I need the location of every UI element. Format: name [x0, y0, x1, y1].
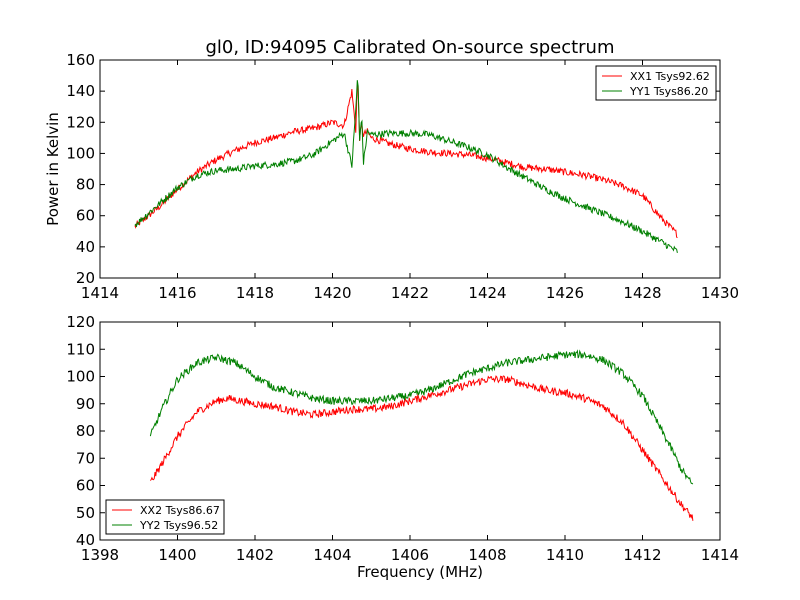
legend-box	[105, 499, 225, 535]
x-tick-label: 1404	[313, 546, 351, 564]
x-tick-label: 1424	[468, 284, 506, 302]
legend-entry-1: XX1 Tsys92.62	[630, 70, 710, 83]
y-tick-label: 110	[66, 340, 95, 358]
figure-title: gl0, ID:94095 Calibrated On-source spect…	[205, 37, 614, 58]
legend-entry-1: XX2 Tsys86.67	[140, 504, 220, 517]
top-spectrum-plot: 1414 1416 1418 1420 1422 1424 1426 1428 1430 20 40…	[44, 51, 739, 302]
x-tick-label: 1402	[236, 546, 274, 564]
x-tick-label: 1418	[236, 284, 274, 302]
y-tick-label: 40	[76, 531, 95, 549]
x-tick-label: 1414	[81, 284, 119, 302]
legend-entry-2: YY2 Tsys96.52	[139, 519, 218, 532]
x-tick-label: 1430	[701, 284, 739, 302]
y-tick-label: 60	[76, 477, 95, 495]
series-line-2	[149, 349, 694, 485]
y-tick-label: 120	[66, 313, 95, 331]
x-axis-label: Frequency (MHz)	[357, 563, 483, 581]
x-tick-label: 1426	[546, 284, 584, 302]
x-tick-label: 1406	[391, 546, 429, 564]
bottom-spectrum-plot: 1398 1400 1402 1404 1406 1408 1410 1412 1414 40 50…	[66, 313, 739, 581]
x-tick-label: 1414	[701, 546, 739, 564]
y-tick-label: 120	[66, 113, 95, 131]
x-tick-label: 1420	[313, 284, 351, 302]
series-line-2	[134, 80, 678, 254]
x-tick-label: 1428	[623, 284, 661, 302]
x-tick-label: 1408	[468, 546, 506, 564]
legend-box	[595, 65, 717, 101]
y-tick-label: 80	[76, 176, 95, 194]
x-tick-label: 1400	[158, 546, 196, 564]
y-tick-label: 70	[76, 449, 95, 467]
y-tick-label: 160	[66, 51, 95, 69]
legend: XX2 Tsys86.67 YY2 Tsys96.52	[105, 499, 225, 535]
y-tick-label: 40	[76, 238, 95, 256]
y-tick-label: 90	[76, 395, 95, 413]
series-line-1	[134, 85, 678, 239]
legend-entry-2: YY1 Tsys86.20	[629, 85, 708, 98]
x-tick-label: 1398	[81, 546, 119, 564]
x-tick-label: 1410	[546, 546, 584, 564]
legend: XX1 Tsys92.62 YY1 Tsys86.20	[595, 65, 717, 101]
x-tick-label: 1412	[623, 546, 661, 564]
y-tick-label: 140	[66, 82, 95, 100]
x-tick-label: 1422	[391, 284, 429, 302]
y-tick-label: 80	[76, 422, 95, 440]
y-tick-label: 100	[66, 144, 95, 162]
y-tick-label: 60	[76, 207, 95, 225]
y-tick-label: 20	[76, 269, 95, 287]
series-line-1	[149, 375, 694, 521]
y-axis-label: Power in Kelvin	[44, 112, 62, 226]
y-tick-label: 100	[66, 368, 95, 386]
x-tick-label: 1416	[158, 284, 196, 302]
y-tick-label: 50	[76, 504, 95, 522]
